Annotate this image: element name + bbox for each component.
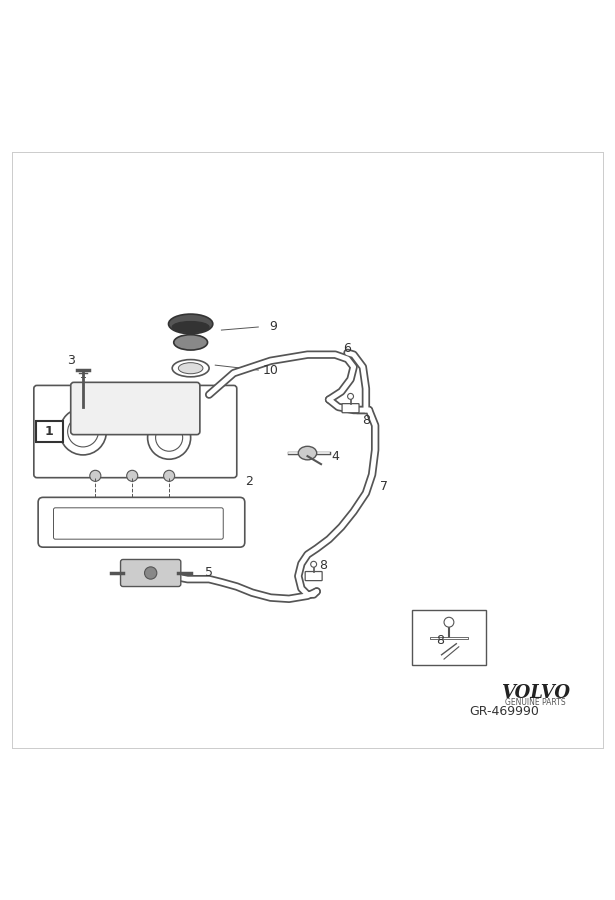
Text: 10: 10	[263, 364, 279, 376]
FancyBboxPatch shape	[342, 403, 359, 413]
Text: 5: 5	[205, 566, 213, 580]
FancyBboxPatch shape	[54, 508, 223, 539]
Circle shape	[145, 567, 157, 580]
Circle shape	[158, 391, 192, 426]
Text: 6: 6	[344, 342, 351, 355]
Circle shape	[60, 409, 106, 454]
Text: 7: 7	[380, 481, 389, 493]
Text: 8: 8	[319, 559, 327, 572]
Ellipse shape	[172, 360, 209, 377]
Bar	[412, 610, 486, 665]
Text: 3: 3	[67, 355, 74, 367]
Ellipse shape	[172, 321, 209, 332]
Text: GR-469990: GR-469990	[469, 706, 539, 718]
Text: 1: 1	[45, 425, 54, 438]
Ellipse shape	[173, 335, 208, 350]
Circle shape	[164, 471, 175, 482]
Ellipse shape	[178, 363, 203, 374]
FancyBboxPatch shape	[305, 572, 322, 580]
Ellipse shape	[298, 446, 317, 460]
Circle shape	[444, 617, 454, 627]
Bar	[89, 399, 126, 420]
Circle shape	[347, 393, 354, 400]
FancyBboxPatch shape	[121, 560, 181, 587]
Circle shape	[159, 509, 186, 536]
Text: 9: 9	[270, 320, 277, 334]
Circle shape	[311, 562, 317, 567]
Text: VOLVO: VOLVO	[501, 684, 569, 702]
Text: 2: 2	[245, 475, 253, 489]
Circle shape	[90, 471, 101, 482]
FancyBboxPatch shape	[36, 421, 63, 442]
Circle shape	[68, 416, 98, 447]
FancyBboxPatch shape	[71, 382, 200, 435]
FancyBboxPatch shape	[38, 498, 245, 547]
Text: 4: 4	[331, 450, 339, 463]
Text: 8: 8	[362, 414, 370, 427]
Circle shape	[148, 416, 191, 459]
Circle shape	[156, 424, 183, 451]
FancyBboxPatch shape	[34, 385, 237, 478]
Text: GENUINE PARTS: GENUINE PARTS	[505, 698, 565, 706]
Circle shape	[127, 471, 138, 482]
Ellipse shape	[169, 314, 213, 334]
Text: 8: 8	[435, 634, 444, 647]
